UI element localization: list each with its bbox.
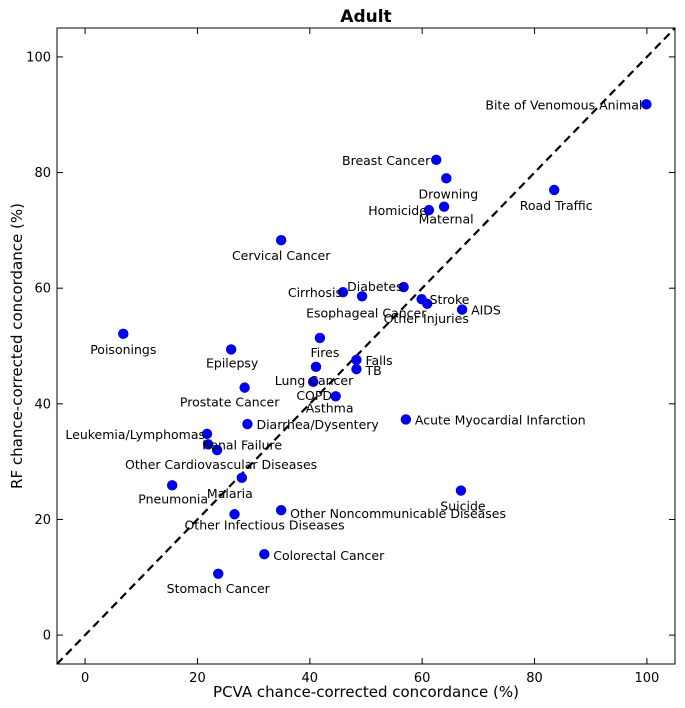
point-label: Bite of Venomous Animal [485,97,642,112]
data-point [211,444,223,456]
data-point [202,439,214,450]
point-label: Lung Cancer [275,373,354,388]
point-label: Renal Failure [202,437,282,452]
y-axis-title: RF chance-corrected concordance (%) [8,203,26,489]
data-point [307,376,319,388]
plot-frame [56,27,676,665]
point-label: Other Noncommunicable Diseases [290,506,506,521]
point-label: Pneumonia [138,491,208,506]
data-point [310,361,322,373]
point-label: Stroke [430,292,470,307]
point-label: Suicide [440,499,486,514]
point-label: Road Traffic [520,198,593,213]
data-point [239,382,250,393]
point-label: Malaria [207,486,253,501]
point-labels: Bite of Venomous Animal Breast Cancer Drow… [65,97,642,595]
point-label: Acute Myocardial Infarction [415,412,586,427]
point-label: Prostate Cancer [180,395,280,410]
data-point [351,354,362,366]
chart-title: Adult [340,7,391,27]
data-point [242,418,253,430]
data-point [213,568,224,580]
point-label: Maternal [419,212,474,227]
data-point [201,428,213,440]
axis-ticks: 0 20 40 60 80 100 0 20 40 60 80 100 [26,28,675,686]
y-tick-label: 80 [34,166,51,181]
data-point [398,281,409,293]
data-point [422,298,433,309]
y-tick-label: 0 [43,629,51,644]
y-tick-label: 100 [26,50,51,65]
x-tick-label: 20 [189,671,206,686]
data-point [314,332,326,344]
point-label: Other Infectious Diseases [184,517,344,532]
data-point [275,234,287,246]
point-label: Diabetes [347,279,403,294]
x-tick-label: 40 [302,671,319,686]
data-point [229,509,240,520]
point-label: Drowning [419,186,479,201]
x-tick-label: 0 [81,671,89,686]
data-point [166,480,178,491]
data-point [641,99,652,110]
data-point [441,173,452,184]
data-point [236,472,248,484]
point-label: Homicide [368,203,427,218]
y-tick-label: 20 [34,513,51,528]
point-label: Cirrhosis [288,285,342,300]
data-point [438,201,450,212]
point-label: TB [364,363,381,378]
data-point [423,204,435,216]
x-axis-title: PCVA chance-corrected concordance (%) [213,683,519,701]
point-label: Epilepsy [206,355,259,370]
y-tick-label: 40 [34,397,51,412]
data-point [456,304,468,315]
data-point [259,548,270,560]
point-label: Fires [311,345,340,360]
point-label: Other Injuries [384,311,469,326]
data-point [400,414,412,425]
data-point [275,505,287,516]
point-label: COPD [296,388,332,403]
data-point [118,328,129,340]
point-label: Colorectal Cancer [273,548,385,563]
point-label: Leukemia/Lymphomas [65,427,205,442]
point-label: Diarrhea/Dysentery [256,417,379,432]
point-label: Cervical Cancer [232,248,331,263]
point-label: Falls [365,353,392,368]
data-point [351,363,362,375]
data-point [330,391,341,402]
x-tick-label: 60 [414,671,431,686]
data-points [118,99,652,580]
data-point [549,184,560,196]
point-label: Other Cardiovascular Diseases [125,457,317,472]
x-tick-label: 80 [526,671,543,686]
point-label: AIDS [471,303,501,318]
point-label: Asthma [306,400,354,415]
y-tick-label: 60 [34,282,51,297]
point-label: Breast Cancer [342,153,431,168]
point-label: Stomach Cancer [167,581,271,596]
data-point [431,154,442,166]
data-point [337,287,349,298]
data-point [356,291,368,302]
point-label: Esophageal Cancer [306,305,427,320]
data-point [225,344,237,355]
point-label: Poisonings [90,342,156,357]
diagonal-reference-line [56,27,676,665]
x-tick-label: 100 [634,671,659,686]
data-point [455,485,467,496]
